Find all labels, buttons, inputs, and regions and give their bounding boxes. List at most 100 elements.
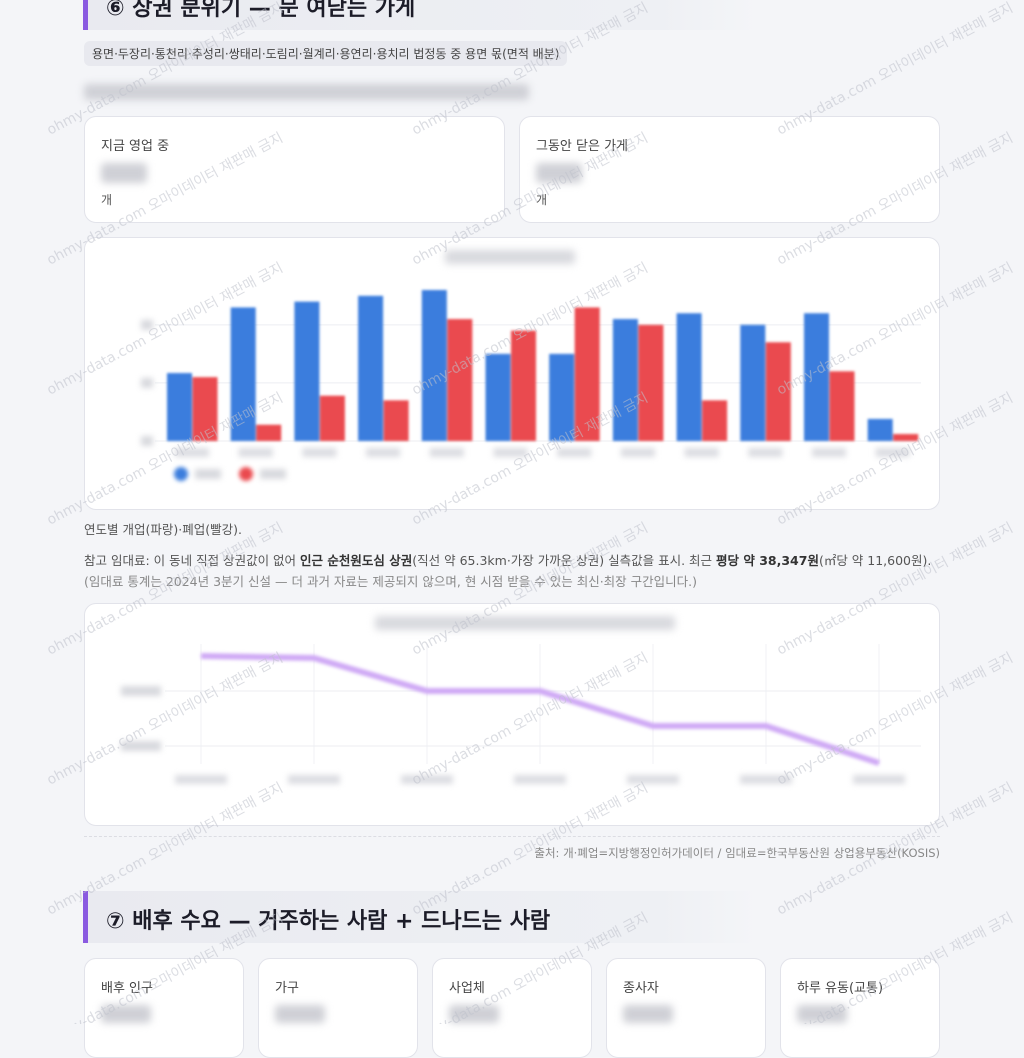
blurred-x-label xyxy=(620,448,655,457)
card-label: 그동안 닫은 가게 xyxy=(536,139,628,154)
bar xyxy=(383,400,409,441)
blurred-value xyxy=(623,1005,673,1023)
legend-swatch xyxy=(239,467,253,481)
chart-card xyxy=(84,603,940,826)
source-note: 출처: 개·폐업=지방행정인허가데이터 / 임대료=한국부동산원 상업용부동산(… xyxy=(534,846,940,860)
card-label: 배후 인구 xyxy=(101,981,153,996)
section-heading: ⑥ 상권 분위기 — 문 여닫는 가게 xyxy=(83,0,758,30)
blurred-x-label xyxy=(288,775,340,784)
blurred-x-label xyxy=(853,775,905,784)
blurred-x-label xyxy=(740,775,792,784)
divider xyxy=(84,836,940,837)
blurred-x-label xyxy=(557,448,592,457)
stat-card: 그동안 닫은 가게 개 xyxy=(519,116,940,223)
blurred-legend xyxy=(195,469,221,479)
bar xyxy=(638,324,664,441)
rent-line xyxy=(200,653,880,766)
legend-swatch xyxy=(174,467,188,481)
blurred-x-label xyxy=(684,448,719,457)
blurred-value xyxy=(536,163,582,183)
bar xyxy=(421,290,447,441)
stat-card: 배후 인구 xyxy=(84,958,244,1058)
area-tag: 용면·두장리·통천리·추성리·쌍태리·도림리·월계리·용연리·용치리 법정동 중… xyxy=(84,41,568,66)
section-title: ⑥ 상권 분위기 — 문 여닫는 가게 xyxy=(106,0,416,21)
blurred-tick-label xyxy=(121,686,161,696)
bars xyxy=(167,290,919,441)
blurred-x-label xyxy=(627,775,679,784)
stat-card: 지금 영업 중 개 xyxy=(84,116,505,223)
blurred-x-label xyxy=(175,775,227,784)
note-text: (직선 약 65.3km·가장 가까운 상권) 실측값을 표시. 최근 xyxy=(412,553,716,568)
blurred-x-label xyxy=(493,448,528,457)
card-label: 하루 유동(교통) xyxy=(797,981,884,996)
blurred-x-label xyxy=(514,775,566,784)
bar xyxy=(294,301,320,441)
card-label: 종사자 xyxy=(623,981,659,996)
card-label: 사업체 xyxy=(449,981,485,996)
blurred-legend xyxy=(260,469,286,479)
blurred-tick-label xyxy=(121,741,161,751)
note-text: 참고 임대료: 이 동네 직접 상권값이 없어 xyxy=(84,553,301,568)
bar xyxy=(319,395,345,441)
chart-caption: 연도별 개업(파랑)·폐업(빨강). xyxy=(84,522,242,537)
bar xyxy=(256,424,282,441)
blurred-text xyxy=(84,84,529,100)
bar xyxy=(549,353,575,441)
blurred-value xyxy=(101,1005,151,1023)
bar xyxy=(230,307,256,441)
page: ⑥ 상권 분위기 — 문 여닫는 가게 용면·두장리·통천리·추성리·쌍태리·도… xyxy=(44,0,1016,1058)
card-label: 가구 xyxy=(275,981,299,996)
blurred-tick-label xyxy=(141,377,153,388)
blurred-x-label xyxy=(302,448,337,457)
bar xyxy=(447,319,473,441)
blurred-title xyxy=(445,250,575,264)
section-title: ⑦ 배후 수요 — 거주하는 사람 + 드나드는 사람 xyxy=(106,909,551,934)
rent-note: 참고 임대료: 이 동네 직접 상권값이 없어 인근 순천원도심 상권(직선 약… xyxy=(84,550,944,592)
blurred-title xyxy=(375,616,675,630)
bar xyxy=(893,434,919,441)
card-unit: 개 xyxy=(101,193,113,207)
blurred-tick-label xyxy=(141,436,153,446)
blurred-x-label xyxy=(366,448,401,457)
bar xyxy=(676,313,702,441)
bar xyxy=(740,324,766,441)
stat-card: 하루 유동(교통) xyxy=(780,958,940,1058)
bar xyxy=(804,313,829,441)
bar xyxy=(702,400,728,441)
note-text: (임대료 통계는 2024년 3분기 신설 — 더 과거 자료는 제공되지 않으… xyxy=(84,574,697,589)
blurred-x-label xyxy=(875,448,910,457)
note-text: 인근 순천원도심 상권 xyxy=(300,553,413,568)
bar xyxy=(192,377,218,441)
blurred-x-label xyxy=(401,775,453,784)
bar xyxy=(358,295,384,441)
bar xyxy=(829,371,855,441)
note-text: 평당 약 38,347원 xyxy=(716,553,819,568)
stat-card: 사업체 xyxy=(432,958,592,1058)
blurred-value xyxy=(449,1005,499,1023)
bar xyxy=(765,342,791,441)
stat-card: 종사자 xyxy=(606,958,766,1058)
bar xyxy=(612,319,638,441)
section-heading: ⑦ 배후 수요 — 거주하는 사람 + 드나드는 사람 xyxy=(83,891,758,943)
blurred-x-label xyxy=(175,448,209,457)
bar xyxy=(867,418,893,441)
stat-card: 가구 xyxy=(258,958,418,1058)
blurred-x-label xyxy=(812,448,846,457)
chart-card xyxy=(84,237,940,510)
bar xyxy=(574,307,600,441)
blurred-tick-label xyxy=(141,319,153,330)
bar xyxy=(167,373,192,441)
blurred-x-label xyxy=(429,448,464,457)
card-label: 지금 영업 중 xyxy=(101,139,170,154)
blurred-x-label xyxy=(748,448,783,457)
bar xyxy=(485,353,511,441)
bar xyxy=(511,330,536,441)
blurred-value xyxy=(797,1005,847,1023)
note-text: (㎡당 약 11,600원). xyxy=(818,553,932,568)
blurred-value xyxy=(101,163,147,183)
line-chart xyxy=(121,616,921,784)
blurred-value xyxy=(275,1005,325,1023)
card-unit: 개 xyxy=(536,193,548,207)
bar-chart xyxy=(141,250,921,481)
blurred-x-label xyxy=(238,448,273,457)
